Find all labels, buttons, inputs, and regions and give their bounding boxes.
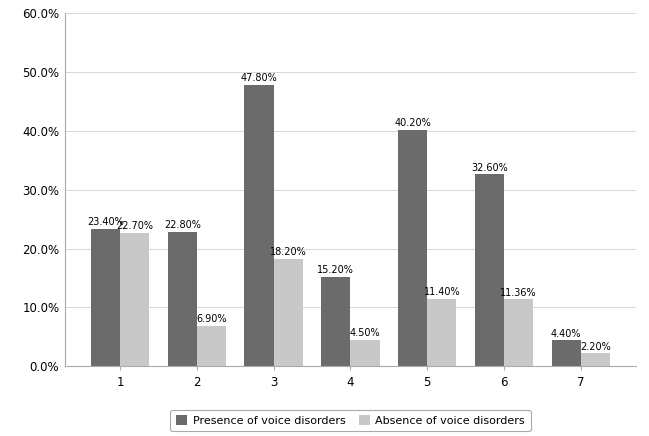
- Bar: [120, 233, 149, 366]
- Text: 11.36%: 11.36%: [500, 288, 537, 298]
- Text: 47.80%: 47.80%: [241, 73, 277, 83]
- Text: 4.50%: 4.50%: [350, 328, 380, 338]
- Bar: [197, 326, 226, 366]
- Bar: [274, 259, 303, 366]
- Text: 22.80%: 22.80%: [164, 220, 201, 230]
- Text: 32.60%: 32.60%: [471, 163, 508, 173]
- Bar: [398, 129, 427, 366]
- Text: 11.40%: 11.40%: [424, 287, 460, 297]
- Bar: [245, 85, 274, 366]
- Bar: [427, 299, 456, 366]
- Text: 22.70%: 22.70%: [116, 221, 153, 231]
- Text: 15.20%: 15.20%: [317, 265, 354, 275]
- Bar: [581, 353, 610, 366]
- Bar: [167, 232, 197, 366]
- Bar: [321, 277, 350, 366]
- Text: 40.20%: 40.20%: [395, 118, 431, 128]
- Text: 23.40%: 23.40%: [87, 217, 124, 227]
- Bar: [504, 300, 533, 366]
- Bar: [475, 174, 504, 366]
- Bar: [91, 228, 120, 366]
- Legend: Presence of voice disorders, Absence of voice disorders: Presence of voice disorders, Absence of …: [171, 410, 530, 431]
- Text: 18.20%: 18.20%: [270, 247, 306, 257]
- Bar: [350, 340, 380, 366]
- Text: 6.90%: 6.90%: [196, 314, 227, 324]
- Bar: [552, 341, 581, 366]
- Text: 2.20%: 2.20%: [580, 341, 611, 351]
- Text: 4.40%: 4.40%: [551, 329, 582, 339]
